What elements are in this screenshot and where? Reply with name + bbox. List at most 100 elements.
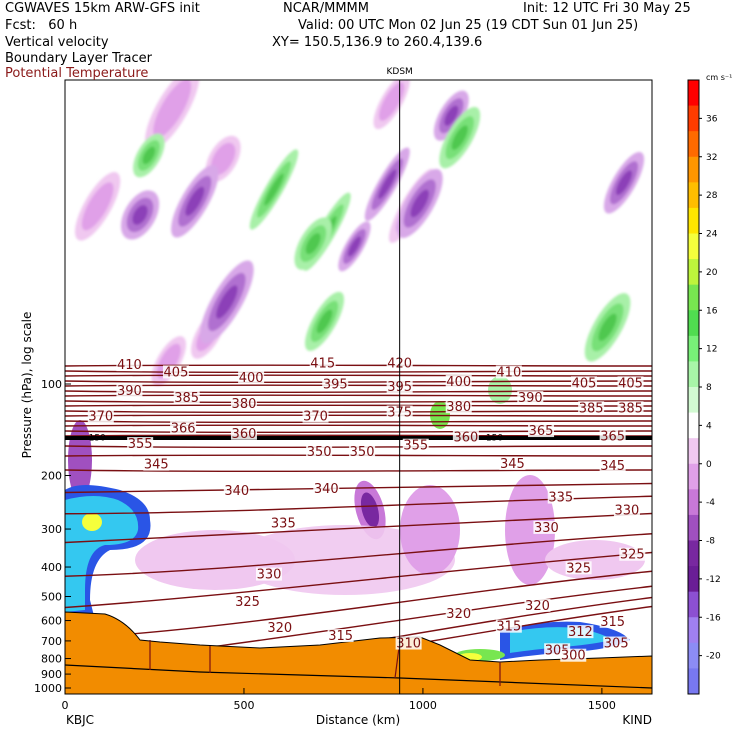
theta-label: 365 <box>600 429 625 444</box>
theta-label-bg <box>306 445 333 459</box>
sinking-region-2 <box>400 485 460 575</box>
theta-label: 370 <box>88 410 113 425</box>
theta-label-bg <box>533 520 560 534</box>
colorbar-swatch <box>688 361 699 388</box>
theta-label: 345 <box>144 458 169 473</box>
colorbar-swatch <box>688 668 699 695</box>
theta-contour <box>65 424 652 427</box>
y-tick-label: 700 <box>41 635 62 648</box>
theta-contour <box>65 390 652 394</box>
theta-label: 400 <box>239 371 264 386</box>
y-tick-label: 600 <box>41 615 62 628</box>
theta-label-bg <box>517 391 544 405</box>
theta-label: 405 <box>164 365 189 380</box>
colorbar-tick-label: -4 <box>706 498 715 508</box>
theta-label-bg <box>170 421 197 435</box>
theta-label-bg <box>87 409 114 423</box>
endpoint-right: KIND <box>622 713 652 727</box>
theta-label-bg <box>565 561 592 575</box>
theta-label-bg <box>116 358 143 372</box>
x-axis-label: Distance (km) <box>316 713 400 727</box>
downdraft-core-strong <box>360 492 380 528</box>
theta-label: 405 <box>618 376 643 391</box>
colorbar-tick-label: 16 <box>706 306 718 316</box>
theta-label-bg <box>495 365 522 379</box>
colorbar-tick-label: -8 <box>706 537 715 547</box>
theta-label-bg <box>499 456 526 470</box>
theta-label: 410 <box>496 365 521 380</box>
wave-band <box>132 205 148 225</box>
theta-label: 315 <box>496 620 521 635</box>
theta-label: 330 <box>534 521 559 536</box>
theta-label: 380 <box>232 397 257 412</box>
plot-frame <box>64 79 653 695</box>
colorbar-swatch <box>688 259 699 286</box>
y-tick-label: 200 <box>41 470 62 483</box>
theta-label: 366 <box>171 421 196 436</box>
theta-label: 390 <box>117 384 142 399</box>
theta-label: 315 <box>328 629 353 644</box>
theta-contour <box>65 512 652 544</box>
organization: NCAR/MMMM <box>283 1 369 16</box>
kdsm-label: KDSM <box>387 67 413 77</box>
y-tick-label: 1000 <box>34 682 62 695</box>
theta-label-bg <box>599 429 626 443</box>
theta-label-bg <box>238 370 265 384</box>
theta-label: 385 <box>174 391 199 406</box>
theta-label: 405 <box>572 376 597 391</box>
wave-band <box>378 82 405 121</box>
theta-label: 330 <box>615 504 640 519</box>
theta-label: 385 <box>618 401 643 416</box>
theta-label: 315 <box>600 615 625 630</box>
plot-area <box>65 80 652 694</box>
theta-label: 305 <box>604 637 629 652</box>
theta-label-bg <box>266 621 293 635</box>
theta-label-bg <box>143 457 170 471</box>
theta-label: 395 <box>323 378 348 393</box>
theta-label: 355 <box>403 439 428 454</box>
wave-band <box>378 169 397 199</box>
wave-band <box>153 80 192 138</box>
theta-label-bg <box>173 391 200 405</box>
wave-band <box>615 170 633 196</box>
valid-time: Valid: 00 UTC Mon 02 Jun 25 (19 CDT Sun … <box>298 18 639 33</box>
theta-label: 320 <box>446 607 471 622</box>
field-vertical-velocity: Vertical velocity <box>5 35 109 50</box>
theta-contour <box>65 482 652 494</box>
theta-label: 340 <box>224 484 249 499</box>
theta-label-bg <box>223 483 250 497</box>
colorbar-tick-label: 28 <box>706 191 718 201</box>
sinking-region-4 <box>135 530 295 590</box>
theta-label-bg <box>116 383 143 397</box>
x-tick-label: 1000 <box>409 699 437 712</box>
theta-label: 380 <box>446 400 471 415</box>
theta-contour <box>65 469 652 473</box>
colorbar-swatch <box>688 131 699 158</box>
theta-label: 320 <box>525 599 550 614</box>
wave-band <box>156 343 181 379</box>
theta-label-bg <box>528 424 555 438</box>
colorbar-swatch <box>688 105 699 132</box>
theta-label: 330 <box>257 568 282 583</box>
wave-band <box>444 105 459 126</box>
theta-label-bg <box>349 445 376 459</box>
y-tick-label: 800 <box>41 653 62 666</box>
theta-contour <box>65 380 652 384</box>
colorbar-swatch <box>688 412 699 439</box>
theta-label-bg <box>445 375 472 388</box>
theta-label-bg <box>599 459 626 473</box>
endpoint-left: KBJC <box>66 713 94 727</box>
colorbar-tick-label: 20 <box>706 268 718 278</box>
wave-band <box>598 313 617 341</box>
theta-label-bg <box>617 401 644 415</box>
theta-label-bg <box>402 438 429 452</box>
theta-label: 355 <box>128 437 153 452</box>
theta-label-bg <box>322 377 349 391</box>
surface-line <box>65 664 652 689</box>
theta-label: 325 <box>566 561 591 576</box>
theta-label-bg <box>162 365 189 379</box>
theta-contour <box>65 384 652 387</box>
forecast-hour: Fcst: 60 h <box>5 18 78 33</box>
